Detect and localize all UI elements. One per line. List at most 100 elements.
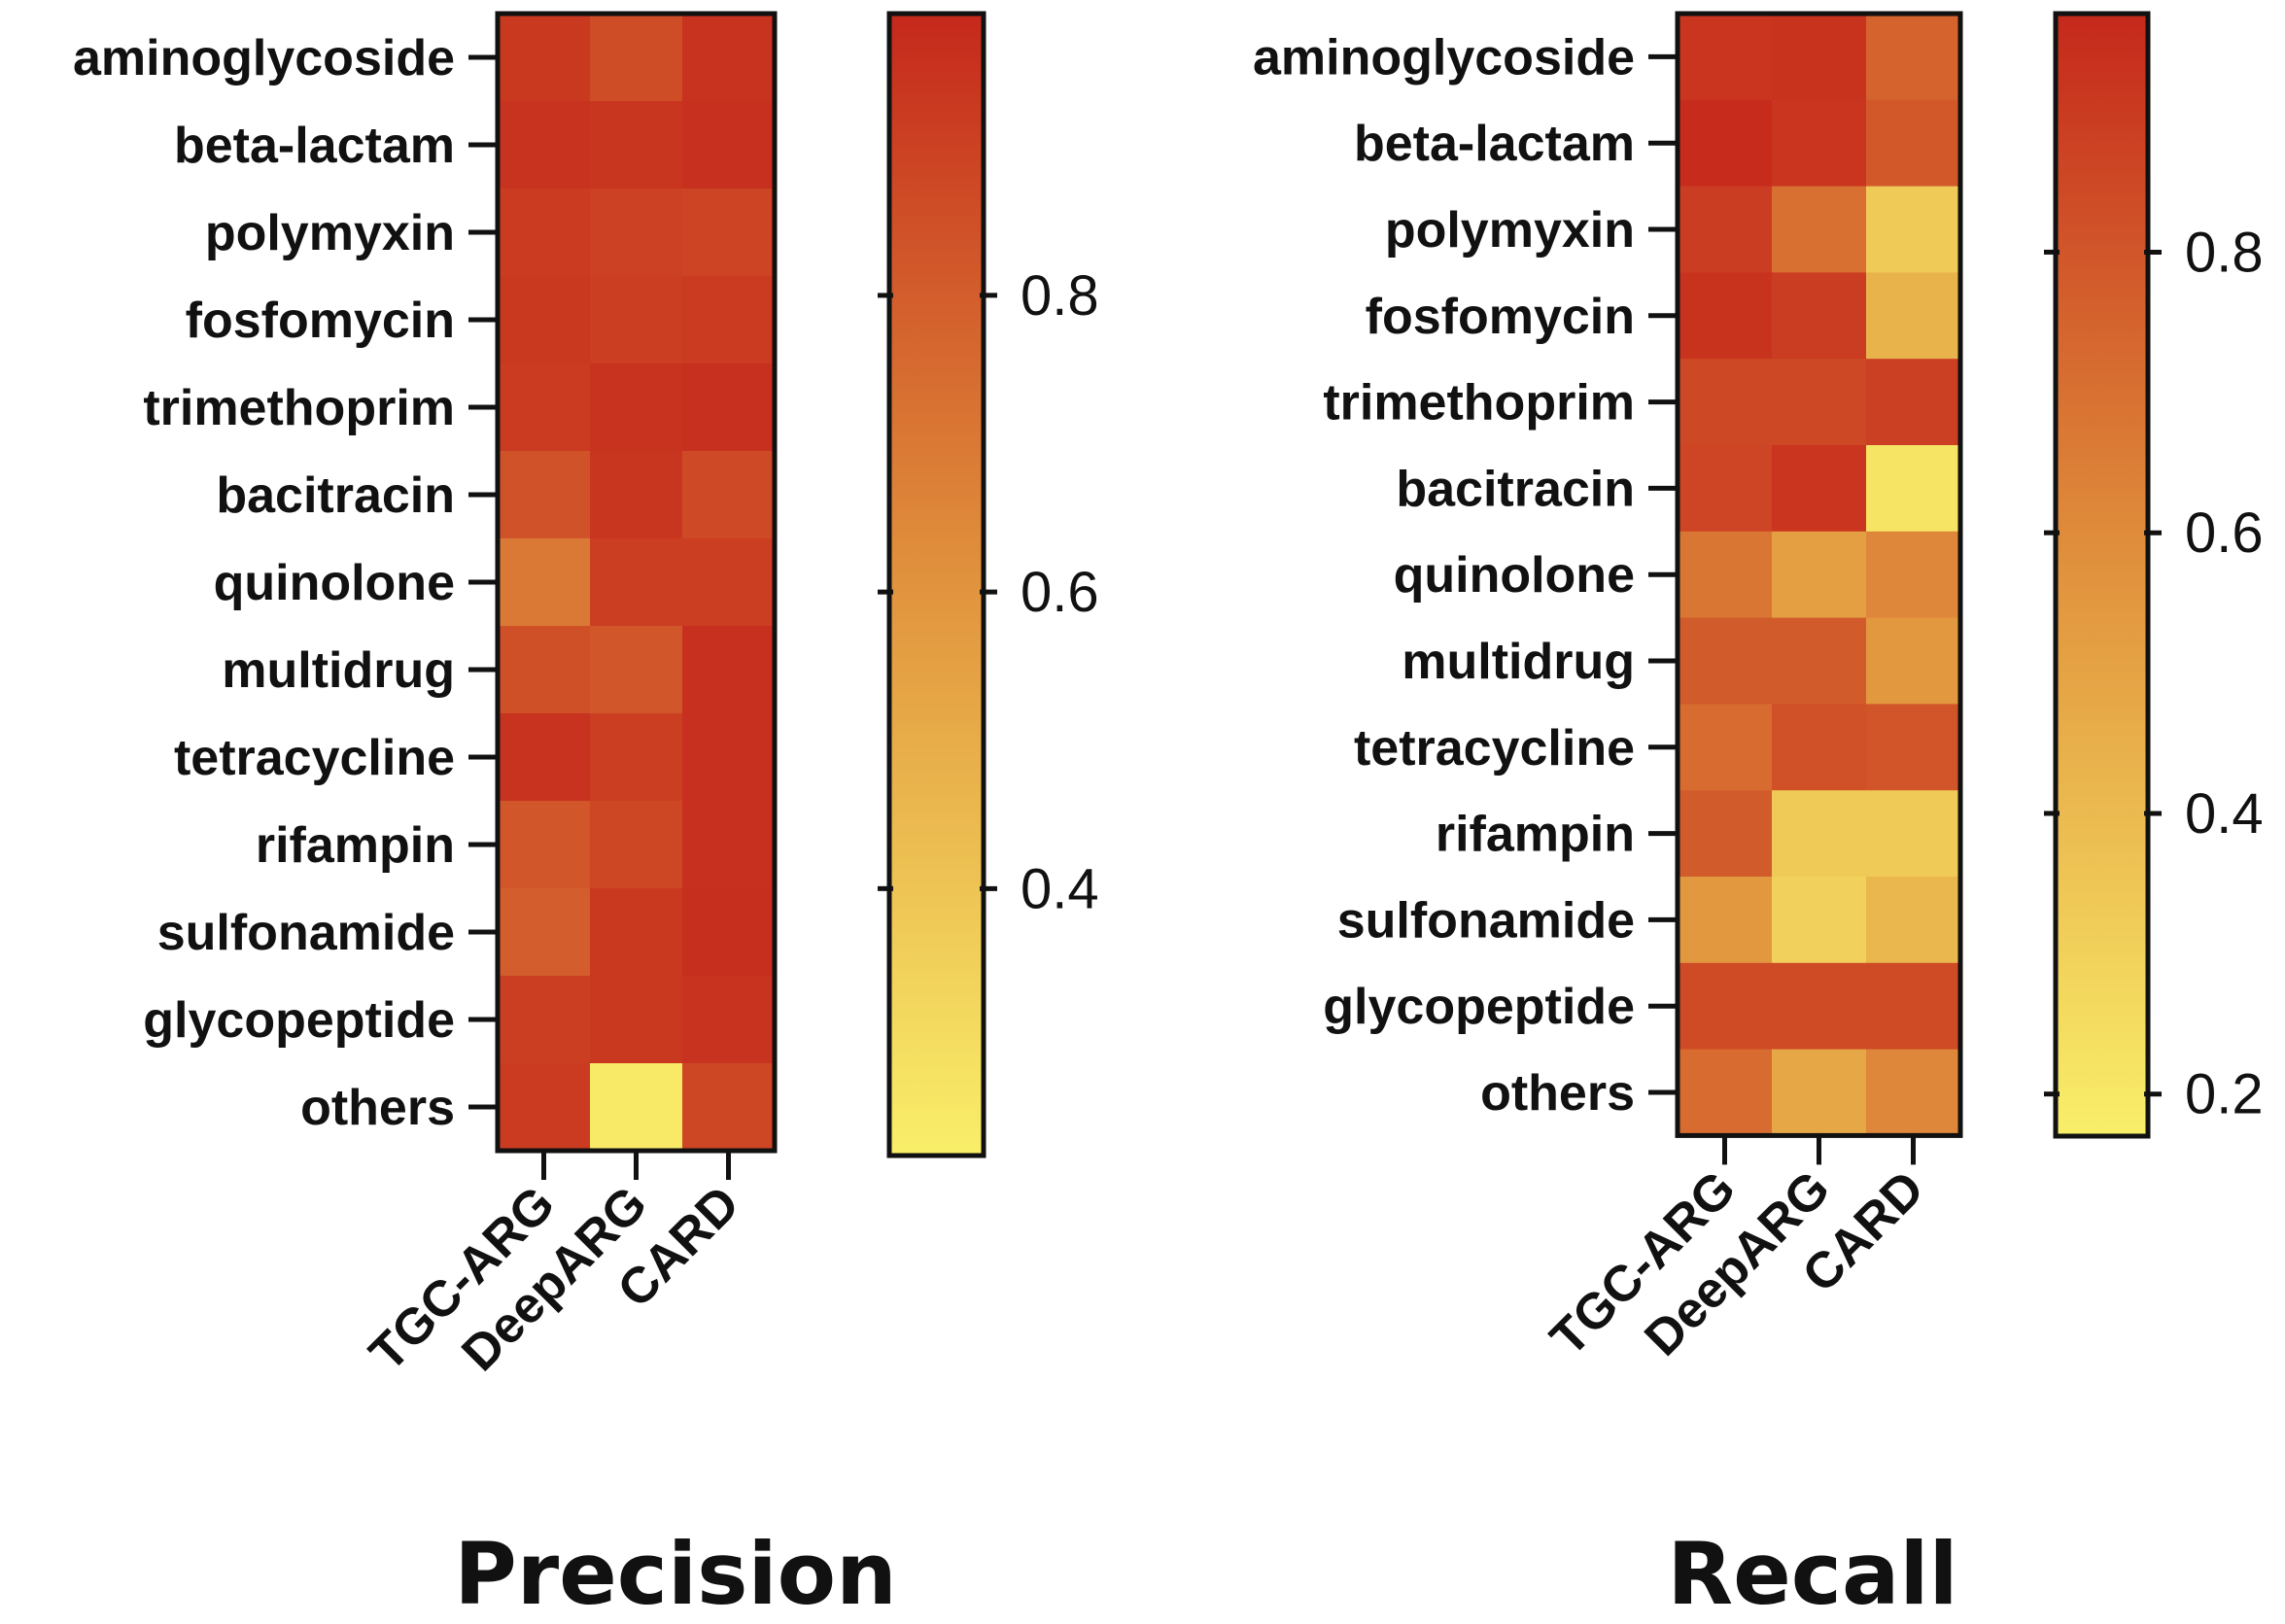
recall-cell-tetracycline-CARD <box>1866 704 1961 791</box>
precision-row-label-sulfonamide: sulfonamide <box>157 905 455 961</box>
precision-cell-trimethoprim-CARD <box>682 363 776 452</box>
recall-cell-tetracycline-DeepARG <box>1772 704 1867 791</box>
recall-colorbar-label: 0.6 <box>2185 501 2264 565</box>
precision-row-label-bacitracin: bacitracin <box>216 467 455 524</box>
precision-cell-others-TGC-ARG <box>498 1063 591 1152</box>
recall-cell-beta-lactam-CARD <box>1866 99 1961 188</box>
recall-cell-glycopeptide-CARD <box>1866 962 1961 1051</box>
precision-cell-others-CARD <box>682 1063 776 1152</box>
precision-cell-rifampin-TGC-ARG <box>498 801 591 889</box>
precision-row-label-polymyxin: polymyxin <box>205 205 455 261</box>
precision-cell-quinolone-TGC-ARG <box>498 538 591 627</box>
precision-cell-fosfomycin-DeepARG <box>590 276 683 364</box>
precision-cell-polymyxin-TGC-ARG <box>498 189 591 277</box>
precision-cell-quinolone-DeepARG <box>590 538 683 627</box>
precision-cell-bacitracin-TGC-ARG <box>498 451 591 539</box>
precision-cell-polymyxin-CARD <box>682 189 776 277</box>
recall-cell-quinolone-DeepARG <box>1772 531 1867 619</box>
recall-cell-tetracycline-TGC-ARG <box>1678 704 1773 791</box>
recall-cell-others-DeepARG <box>1772 1049 1867 1136</box>
precision-cell-rifampin-DeepARG <box>590 801 683 889</box>
recall-row-label-beta-lactam: beta-lactam <box>1354 116 1635 172</box>
recall-row-label-quinolone: quinolone <box>1394 547 1635 604</box>
recall-colorbar-label: 0.2 <box>2185 1063 2264 1126</box>
recall-cell-fosfomycin-TGC-ARG <box>1678 272 1773 360</box>
precision-cell-polymyxin-DeepARG <box>590 189 683 277</box>
precision-cell-rifampin-CARD <box>682 801 776 889</box>
recall-cell-fosfomycin-DeepARG <box>1772 272 1867 360</box>
precision-cell-aminoglycoside-DeepARG <box>590 14 683 102</box>
precision-cell-sulfonamide-TGC-ARG <box>498 888 591 977</box>
recall-cell-polymyxin-DeepARG <box>1772 186 1867 273</box>
precision-cell-trimethoprim-TGC-ARG <box>498 363 591 452</box>
precision-cell-trimethoprim-DeepARG <box>590 363 683 452</box>
precision-cell-quinolone-CARD <box>682 538 776 627</box>
recall-panel: aminoglycoside beta-lactam polymyxin fosfom… <box>1253 11 2264 1624</box>
precision-panel: aminoglycoside beta-lactam polymyxin fosfom… <box>73 11 1099 1624</box>
recall-cell-sulfonamide-DeepARG <box>1772 877 1867 964</box>
recall-cell-trimethoprim-TGC-ARG <box>1678 359 1773 446</box>
recall-cell-bacitracin-TGC-ARG <box>1678 445 1773 533</box>
recall-row-label-others: others <box>1480 1065 1635 1122</box>
recall-colorbar <box>2053 11 2151 1139</box>
precision-cell-bacitracin-CARD <box>682 451 776 539</box>
precision-cell-beta-lactam-DeepARG <box>590 101 683 190</box>
precision-title: Precision <box>454 1524 897 1624</box>
recall-cell-multidrug-TGC-ARG <box>1678 617 1773 705</box>
recall-cell-others-TGC-ARG <box>1678 1049 1773 1136</box>
recall-cell-rifampin-TGC-ARG <box>1678 790 1773 878</box>
recall-cell-polymyxin-TGC-ARG <box>1678 186 1773 273</box>
precision-cell-beta-lactam-TGC-ARG <box>498 101 591 190</box>
precision-cell-tetracycline-CARD <box>682 713 776 802</box>
recall-cell-aminoglycoside-DeepARG <box>1772 14 1867 101</box>
recall-cell-glycopeptide-DeepARG <box>1772 962 1867 1051</box>
recall-cell-trimethoprim-DeepARG <box>1772 359 1867 446</box>
recall-cell-rifampin-CARD <box>1866 790 1961 878</box>
precision-row-label-quinolone: quinolone <box>214 555 455 611</box>
precision-cell-others-DeepARG <box>590 1063 683 1152</box>
precision-cell-multidrug-CARD <box>682 626 776 714</box>
precision-cell-tetracycline-TGC-ARG <box>498 713 591 802</box>
recall-cell-fosfomycin-CARD <box>1866 272 1961 360</box>
recall-row-label-glycopeptide: glycopeptide <box>1323 979 1635 1035</box>
recall-cell-rifampin-DeepARG <box>1772 790 1867 878</box>
precision-row-label-others: others <box>300 1080 455 1136</box>
recall-cell-glycopeptide-TGC-ARG <box>1678 962 1773 1051</box>
precision-row-label-trimethoprim: trimethoprim <box>143 380 455 436</box>
precision-cell-glycopeptide-TGC-ARG <box>498 976 591 1064</box>
recall-cell-quinolone-CARD <box>1866 531 1961 619</box>
precision-colorbar-label: 0.8 <box>1021 264 1099 328</box>
recall-row-label-rifampin: rifampin <box>1436 807 1635 863</box>
precision-cell-glycopeptide-CARD <box>682 976 776 1064</box>
recall-row-label-aminoglycoside: aminoglycoside <box>1253 29 1635 86</box>
precision-cell-bacitracin-DeepARG <box>590 451 683 539</box>
precision-colorbar <box>886 11 987 1158</box>
recall-cell-bacitracin-CARD <box>1866 445 1961 533</box>
recall-row-label-fosfomycin: fosfomycin <box>1366 289 1635 345</box>
precision-cell-fosfomycin-CARD <box>682 276 776 364</box>
recall-row-label-polymyxin: polymyxin <box>1385 202 1635 259</box>
recall-cell-others-CARD <box>1866 1049 1961 1136</box>
recall-cell-multidrug-DeepARG <box>1772 617 1867 705</box>
precision-cell-glycopeptide-DeepARG <box>590 976 683 1064</box>
precision-cell-sulfonamide-DeepARG <box>590 888 683 977</box>
recall-row-label-bacitracin: bacitracin <box>1396 461 1635 517</box>
precision-cell-aminoglycoside-CARD <box>682 14 776 102</box>
precision-row-label-beta-lactam: beta-lactam <box>174 118 455 174</box>
precision-cell-multidrug-TGC-ARG <box>498 626 591 714</box>
recall-colorbar-label: 0.8 <box>2185 221 2264 284</box>
recall-cell-bacitracin-DeepARG <box>1772 445 1867 533</box>
precision-row-label-multidrug: multidrug <box>222 642 455 699</box>
precision-cell-aminoglycoside-TGC-ARG <box>498 14 591 102</box>
recall-cell-quinolone-TGC-ARG <box>1678 531 1773 619</box>
recall-cell-sulfonamide-TGC-ARG <box>1678 877 1773 964</box>
recall-cell-multidrug-CARD <box>1866 617 1961 705</box>
recall-cell-sulfonamide-CARD <box>1866 877 1961 964</box>
recall-row-label-sulfonamide: sulfonamide <box>1337 892 1635 949</box>
recall-cell-aminoglycoside-CARD <box>1866 14 1961 101</box>
recall-cell-beta-lactam-DeepARG <box>1772 99 1867 188</box>
precision-row-label-rifampin: rifampin <box>256 817 455 874</box>
recall-row-label-tetracycline: tetracycline <box>1354 720 1635 777</box>
precision-row-label-glycopeptide: glycopeptide <box>143 992 455 1049</box>
